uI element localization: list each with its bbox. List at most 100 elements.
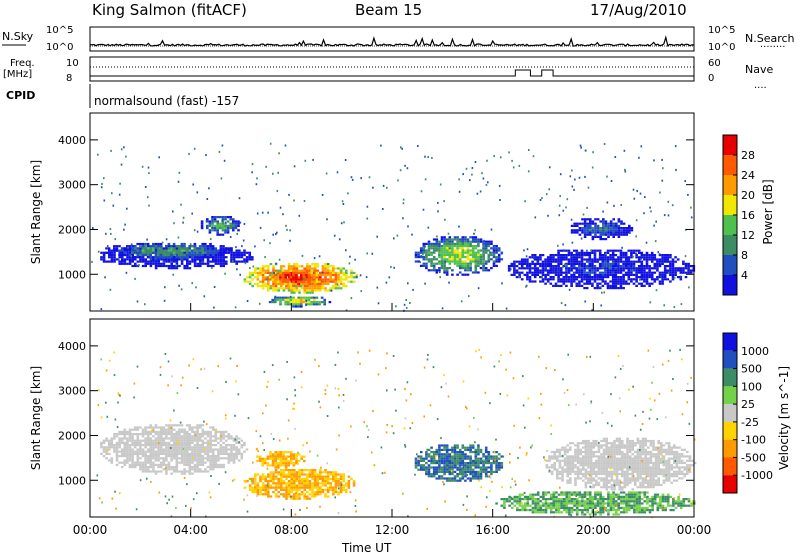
heatmap-cell: [456, 462, 459, 465]
heatmap-cell: [497, 457, 501, 460]
heatmap-cell: [313, 491, 317, 494]
heatmap-cell: [159, 439, 163, 442]
heatmap-cell: [334, 473, 338, 476]
heatmap-cell: [578, 229, 582, 232]
heatmap-cell: [172, 441, 176, 444]
heatmap-cell: [461, 473, 465, 476]
heatmap-cell: [206, 262, 210, 265]
heatmap-cell: [214, 455, 218, 458]
heatmap-cell: [458, 253, 462, 256]
heatmap-cell: [474, 247, 478, 250]
heatmap-cell: [583, 500, 587, 503]
heatmap-cell: [461, 256, 465, 259]
heatmap-cell: [326, 267, 330, 270]
heatmap-cell: [458, 451, 462, 454]
heatmap-cell: [443, 245, 446, 248]
heatmap-cell: [144, 247, 147, 250]
heatmap-cell: [687, 269, 690, 272]
heatmap-cell: [350, 297, 353, 300]
heatmap-cell: [191, 249, 194, 252]
heatmap-cell: [445, 464, 449, 467]
heatmap-cell: [326, 488, 330, 491]
heatmap-cell: [598, 254, 602, 257]
heatmap-cell: [126, 245, 129, 248]
heatmap-cell: [324, 280, 327, 283]
heatmap-cell: [128, 450, 132, 453]
heatmap-cell: [466, 238, 470, 241]
heatmap-cell: [606, 262, 610, 265]
heatmap-cell: [562, 502, 566, 505]
heatmap-cell: [320, 296, 324, 299]
heatmap-cell: [131, 459, 134, 462]
heatmap-cell: [568, 506, 571, 509]
heatmap-cell: [321, 287, 325, 290]
heatmap-cell: [217, 251, 220, 254]
heatmap-cell: [643, 256, 646, 259]
heatmap-cell: [170, 457, 173, 460]
heatmap-cell: [445, 457, 449, 460]
heatmap-cell: [549, 254, 553, 257]
heatmap-cell: [264, 477, 267, 480]
heatmap-cell: [136, 448, 140, 451]
heatmap-cell: [214, 461, 218, 464]
heatmap-cell: [443, 464, 446, 467]
heatmap-cell: [214, 457, 218, 460]
heatmap-cell: [196, 424, 199, 427]
heatmap-cell: [170, 264, 173, 268]
heatmap-cell: [516, 506, 519, 509]
heatmap-cell: [575, 504, 579, 507]
heatmap-cell: [565, 267, 568, 270]
heatmap-cell: [162, 439, 166, 442]
heatmap-cell: [448, 256, 452, 259]
heatmap-cell: [337, 287, 340, 290]
nave-tick-top: 60: [708, 58, 721, 69]
heatmap-cell: [115, 444, 119, 447]
heatmap-cell: [632, 278, 636, 281]
heatmap-cell: [216, 229, 219, 232]
heatmap-cell: [554, 271, 558, 274]
heatmap-cell: [221, 227, 225, 230]
heatmap-cell: [448, 236, 452, 239]
heatmap-cell: [617, 278, 620, 281]
heatmap-cell: [227, 433, 231, 436]
heatmap-cell: [601, 267, 605, 270]
heatmap-cell: [219, 448, 223, 451]
heatmap-cell: [193, 433, 197, 436]
heatmap-cell: [172, 247, 176, 250]
heatmap-cell: [180, 256, 184, 259]
heatmap-cell: [251, 482, 254, 485]
heatmap-cell: [188, 435, 192, 438]
heatmap-cell: [227, 247, 230, 250]
heatmap-cell: [456, 451, 459, 454]
heatmap-cell: [279, 303, 282, 306]
heatmap-cell: [347, 480, 351, 483]
heatmap-cell: [157, 450, 160, 453]
heatmap-cell: [630, 278, 633, 281]
heatmap-cell: [643, 265, 646, 268]
heatmap-cell: [208, 222, 212, 225]
heatmap-cell: [546, 280, 550, 283]
heatmap-cell: [230, 247, 233, 250]
heatmap-cell: [310, 296, 313, 299]
heatmap-cell: [578, 276, 581, 279]
heatmap-cell: [445, 273, 449, 276]
heatmap-cell: [474, 262, 478, 265]
heatmap-cell: [625, 511, 628, 514]
heatmap-cell: [318, 301, 321, 304]
heatmap-cell: [102, 455, 106, 458]
heatmap-cell: [661, 276, 664, 279]
heatmap-cell: [469, 457, 472, 460]
heatmap-cell: [178, 444, 181, 447]
heatmap-cell: [310, 269, 313, 272]
heatmap-cell: [630, 273, 633, 276]
heatmap-cell: [300, 280, 303, 283]
heatmap-cell: [165, 258, 168, 261]
heatmap-cell: [516, 500, 519, 503]
heatmap-cell: [609, 493, 613, 496]
heatmap-cell: [224, 247, 228, 250]
heatmap-cell: [298, 214, 301, 217]
heatmap-cell: [209, 247, 212, 250]
heatmap-cell: [588, 513, 592, 516]
heatmap-cell: [332, 477, 335, 480]
heatmap-cell: [149, 470, 153, 473]
